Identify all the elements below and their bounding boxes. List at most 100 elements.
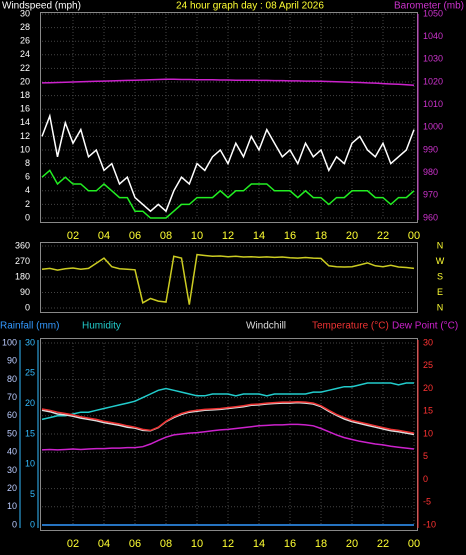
- y-tick-label: 8: [25, 158, 30, 168]
- y-tick-label: 360: [15, 240, 30, 250]
- x-tick-label: 00: [408, 538, 420, 550]
- series-line: [41, 400, 415, 434]
- y-tick-label: 16: [20, 104, 30, 114]
- y-tick-label: 90: [7, 356, 17, 366]
- y-tick-label: 90: [20, 287, 30, 297]
- legend-label: Humidity: [82, 321, 121, 332]
- y-tick-label: 15: [423, 406, 433, 416]
- x-tick-label: 18: [315, 538, 327, 550]
- y-tick-label: 80: [7, 374, 17, 384]
- y-tick-label: 30: [20, 8, 30, 18]
- y-tick-label: 0: [12, 519, 17, 529]
- y-tick-label: 60: [7, 410, 17, 420]
- series-line: [41, 423, 415, 451]
- y-axis-label: Windspeed (mph): [2, 1, 81, 12]
- y-tick-label: 50: [7, 428, 17, 438]
- series-line: [41, 401, 415, 436]
- y-tick-label: 0: [30, 519, 35, 529]
- direction-label: S: [437, 271, 443, 281]
- y-tick-label: 1030: [423, 54, 443, 64]
- direction-label: W: [436, 256, 445, 266]
- x-tick-label: 02: [67, 230, 79, 242]
- y-tick-label: 980: [423, 167, 438, 177]
- x-tick-label: 18: [315, 230, 327, 242]
- y-tick-label: 30: [423, 337, 433, 347]
- x-tick-label: 10: [191, 230, 203, 242]
- legend-label: Rainfall (mm): [0, 321, 59, 332]
- y-tick-label: 22: [20, 63, 30, 73]
- legend-label: Windchill: [246, 321, 286, 332]
- y-tick-label: 40: [7, 447, 17, 457]
- y-tick-label: 100: [2, 337, 17, 347]
- x-tick-label: 16: [284, 230, 296, 242]
- y-tick-label: -5: [423, 497, 431, 507]
- y-tick-label: 14: [20, 117, 30, 127]
- x-tick-label: 06: [129, 230, 141, 242]
- x-tick-label: 06: [129, 538, 141, 550]
- x-tick-label: 04: [98, 538, 110, 550]
- direction-label: N: [437, 302, 444, 312]
- x-tick-label: 10: [191, 538, 203, 550]
- y-tick-label: 20: [25, 398, 35, 408]
- y-tick-label: 15: [25, 428, 35, 438]
- y-tick-label: 1050: [423, 8, 443, 18]
- y-tick-label: 10: [7, 501, 17, 511]
- y-tick-label: 26: [20, 36, 30, 46]
- y-tick-label: 0: [423, 474, 428, 484]
- series-line: [41, 169, 415, 219]
- series-line: [41, 382, 414, 421]
- y-tick-label: 990: [423, 144, 438, 154]
- y-tick-label: 20: [423, 383, 433, 393]
- y-tick-label: 25: [25, 368, 35, 378]
- y-tick-label: 30: [25, 337, 35, 347]
- y-tick-label: 1020: [423, 76, 443, 86]
- x-tick-label: 12: [222, 230, 234, 242]
- y-tick-label: 5: [30, 489, 35, 499]
- y-tick-label: 10: [20, 144, 30, 154]
- x-tick-label: 22: [377, 230, 389, 242]
- x-tick-label: 00: [408, 230, 420, 242]
- legend-label: Temperature (°C): [312, 321, 389, 332]
- x-tick-label: 12: [222, 538, 234, 550]
- y-tick-label: 10: [25, 459, 35, 469]
- legend-label: Dew Point (°C): [392, 321, 458, 332]
- y-tick-label: 270: [15, 256, 30, 266]
- y-tick-label: 10: [423, 428, 433, 438]
- direction-label: E: [437, 287, 443, 297]
- y-tick-label: 20: [20, 76, 30, 86]
- y-tick-label: -10: [423, 519, 436, 529]
- x-tick-label: 20: [346, 230, 358, 242]
- y-tick-label: 1040: [423, 31, 443, 41]
- x-tick-label: 04: [98, 230, 110, 242]
- y-tick-label: 4: [25, 185, 30, 195]
- y2-axis-label: Barometer (mb): [394, 1, 464, 12]
- x-tick-label: 08: [160, 230, 172, 242]
- panel-frame: [40, 242, 418, 313]
- y-tick-label: 20: [7, 483, 17, 493]
- x-tick-label: 20: [346, 538, 358, 550]
- x-tick-label: 22: [377, 538, 389, 550]
- x-tick-label: 14: [253, 230, 265, 242]
- y-tick-label: 0: [25, 212, 30, 222]
- series-line: [41, 78, 415, 86]
- y-tick-label: 180: [15, 271, 30, 281]
- y-tick-label: 30: [7, 465, 17, 475]
- x-tick-label: 08: [160, 538, 172, 550]
- y-tick-label: 1010: [423, 99, 443, 109]
- chart-title: 24 hour graph day : 08 April 2026: [176, 1, 324, 12]
- x-tick-label: 02: [67, 538, 79, 550]
- y-tick-label: 18: [20, 90, 30, 100]
- y-tick-label: 0: [25, 302, 30, 312]
- y-tick-label: 70: [7, 392, 17, 402]
- y-tick-label: 24: [20, 49, 30, 59]
- y-tick-label: 12: [20, 131, 30, 141]
- x-tick-label: 14: [253, 538, 265, 550]
- series-line: [41, 253, 415, 305]
- y-tick-label: 1000: [423, 122, 443, 132]
- y-tick-label: 970: [423, 190, 438, 200]
- y-tick-label: 28: [20, 22, 30, 32]
- y-tick-label: 25: [423, 360, 433, 370]
- series-line: [41, 113, 415, 213]
